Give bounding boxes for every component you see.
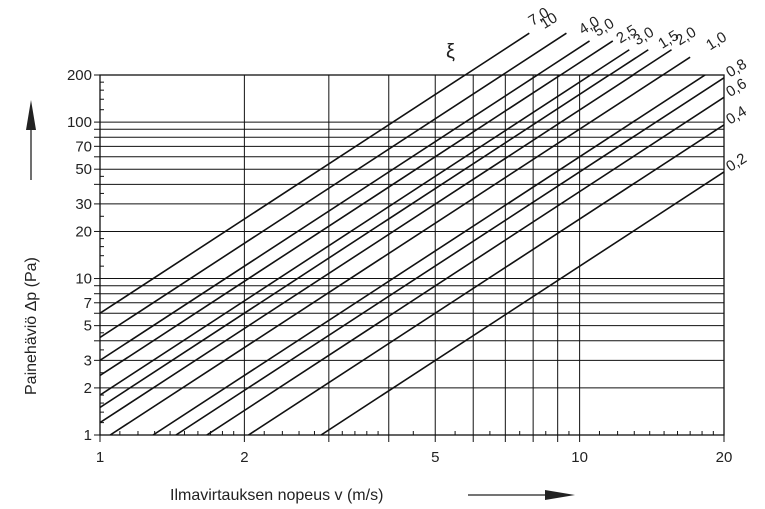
- x-axis-arrow: [468, 490, 575, 500]
- series-line-2-0: [100, 75, 635, 424]
- series-line-0-4: [248, 124, 724, 435]
- series-extension-2-5: [609, 49, 649, 76]
- y-tick-label: 200: [67, 67, 92, 84]
- series-line-0-6: [206, 96, 724, 435]
- x-tick-label: 5: [431, 449, 439, 466]
- x-tick-label: 20: [716, 449, 733, 466]
- series-extension-2-0: [632, 49, 672, 76]
- series-line-0-8: [175, 77, 724, 435]
- y-tick-label: 7: [84, 295, 92, 312]
- series-line-1-5: [109, 75, 665, 435]
- y-tick-label: 2: [84, 380, 92, 397]
- series-extension-4-0: [560, 40, 614, 76]
- y-tick-label: 100: [67, 114, 92, 131]
- series-lines: [100, 75, 724, 435]
- series-extension-5-0: [536, 40, 590, 76]
- y-tick-label: 30: [75, 196, 92, 213]
- series-line-extensions: [464, 32, 691, 76]
- x-tick-label: 1: [96, 449, 104, 466]
- series-line-0-2: [320, 171, 724, 435]
- x-axis-title: Ilmavirtauksen nopeus v (m/s): [170, 487, 383, 504]
- y-tick-label: 10: [75, 271, 92, 288]
- grid: [100, 75, 724, 435]
- y-axis-arrow: [26, 100, 36, 180]
- axis-ticks: 1 2 5 10 20 1 2 3 5 7 10 20 30 50 70 100 200: [67, 67, 732, 466]
- series-extension-10: [464, 32, 530, 76]
- y-tick-label: 20: [75, 223, 92, 240]
- xi-symbol: ξ: [446, 41, 455, 63]
- x-tick-label: 10: [571, 449, 588, 466]
- y-tick-label: 3: [84, 352, 92, 369]
- series-line-2-5: [100, 75, 611, 409]
- y-tick-label: 50: [75, 161, 92, 178]
- plot-border: [99, 74, 725, 436]
- series-label-10: 10: [537, 9, 560, 32]
- series-label-0-4: 0,4: [723, 103, 750, 128]
- series-label-1-0: 1,0: [703, 29, 730, 54]
- y-axis-title: Painehäviö Δp (Pa): [23, 257, 40, 395]
- x-tick-label: 2: [240, 449, 248, 466]
- series-labels: 107,0 5,04,0 3,02,5 2,01,5 1,00,80,60,40,2: [526, 4, 750, 175]
- series-extension-1-5: [662, 56, 691, 76]
- y-tick-label: 1: [84, 427, 92, 444]
- series-line-3-0: [100, 75, 592, 396]
- series-extension-7-0: [501, 32, 567, 76]
- plot-frame: [99, 74, 725, 436]
- series-line-5-0: [100, 75, 539, 362]
- series-extension-3-0: [590, 49, 630, 76]
- series-line-1-0: [152, 75, 707, 435]
- series-line-7-0: [100, 75, 504, 339]
- y-tick-label: 70: [75, 138, 92, 155]
- series-line-4-0: [100, 75, 562, 377]
- series-label-0-2: 0,2: [723, 150, 750, 175]
- y-tick-label: 5: [84, 318, 92, 335]
- series-label-0-6: 0,6: [723, 75, 750, 100]
